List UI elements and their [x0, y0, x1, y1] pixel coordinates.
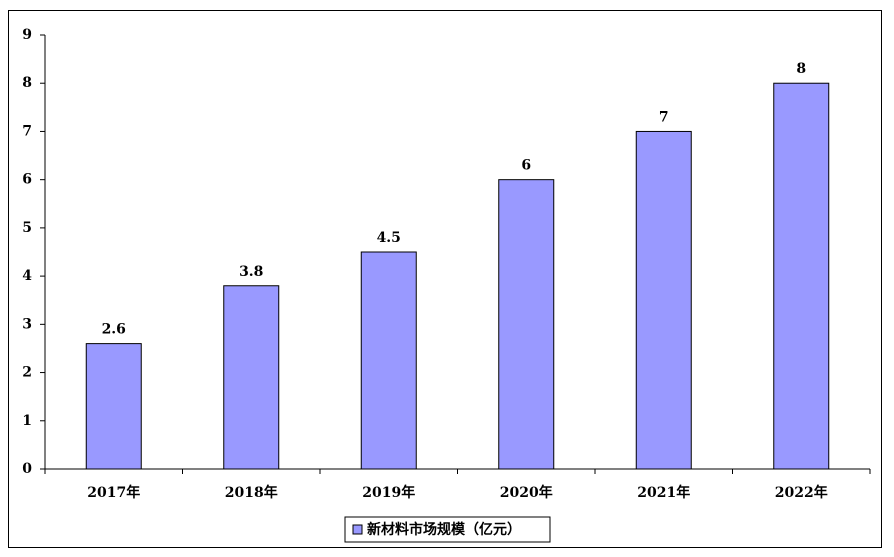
x-tick-label: 2017年	[87, 484, 140, 501]
y-tick-label: 0	[22, 461, 32, 477]
bar	[85, 343, 142, 470]
data-label: 4.5	[377, 230, 401, 246]
y-tick-label: 8	[22, 75, 32, 91]
x-tick-label: 2021年	[637, 484, 690, 501]
y-tick-label: 7	[22, 123, 32, 139]
y-tick-label: 5	[22, 220, 32, 236]
y-tick-label: 3	[22, 316, 32, 332]
bar	[635, 130, 692, 470]
data-label: 2.6	[102, 322, 126, 338]
y-tick-label: 9	[22, 27, 32, 43]
x-tick-label: 2020年	[500, 484, 553, 501]
bar	[498, 179, 555, 470]
data-label: 7	[659, 109, 669, 125]
legend-box	[344, 516, 551, 543]
x-tick-label: 2022年	[775, 484, 828, 501]
bar	[773, 82, 830, 470]
x-tick-label: 2019年	[362, 484, 415, 501]
chart-border	[8, 10, 882, 548]
bar	[360, 251, 417, 470]
legend-label: 新材料市场规模（亿元）	[367, 521, 521, 538]
data-label: 6	[521, 158, 531, 174]
y-tick-label: 4	[22, 268, 32, 284]
data-label: 8	[796, 61, 806, 77]
y-tick-label: 2	[22, 365, 32, 381]
y-tick-label: 1	[22, 413, 32, 429]
data-label: 3.8	[239, 264, 263, 280]
x-tick-label: 2018年	[225, 484, 278, 501]
legend-swatch	[352, 524, 363, 535]
bar	[223, 285, 280, 470]
y-tick-label: 6	[22, 172, 32, 188]
